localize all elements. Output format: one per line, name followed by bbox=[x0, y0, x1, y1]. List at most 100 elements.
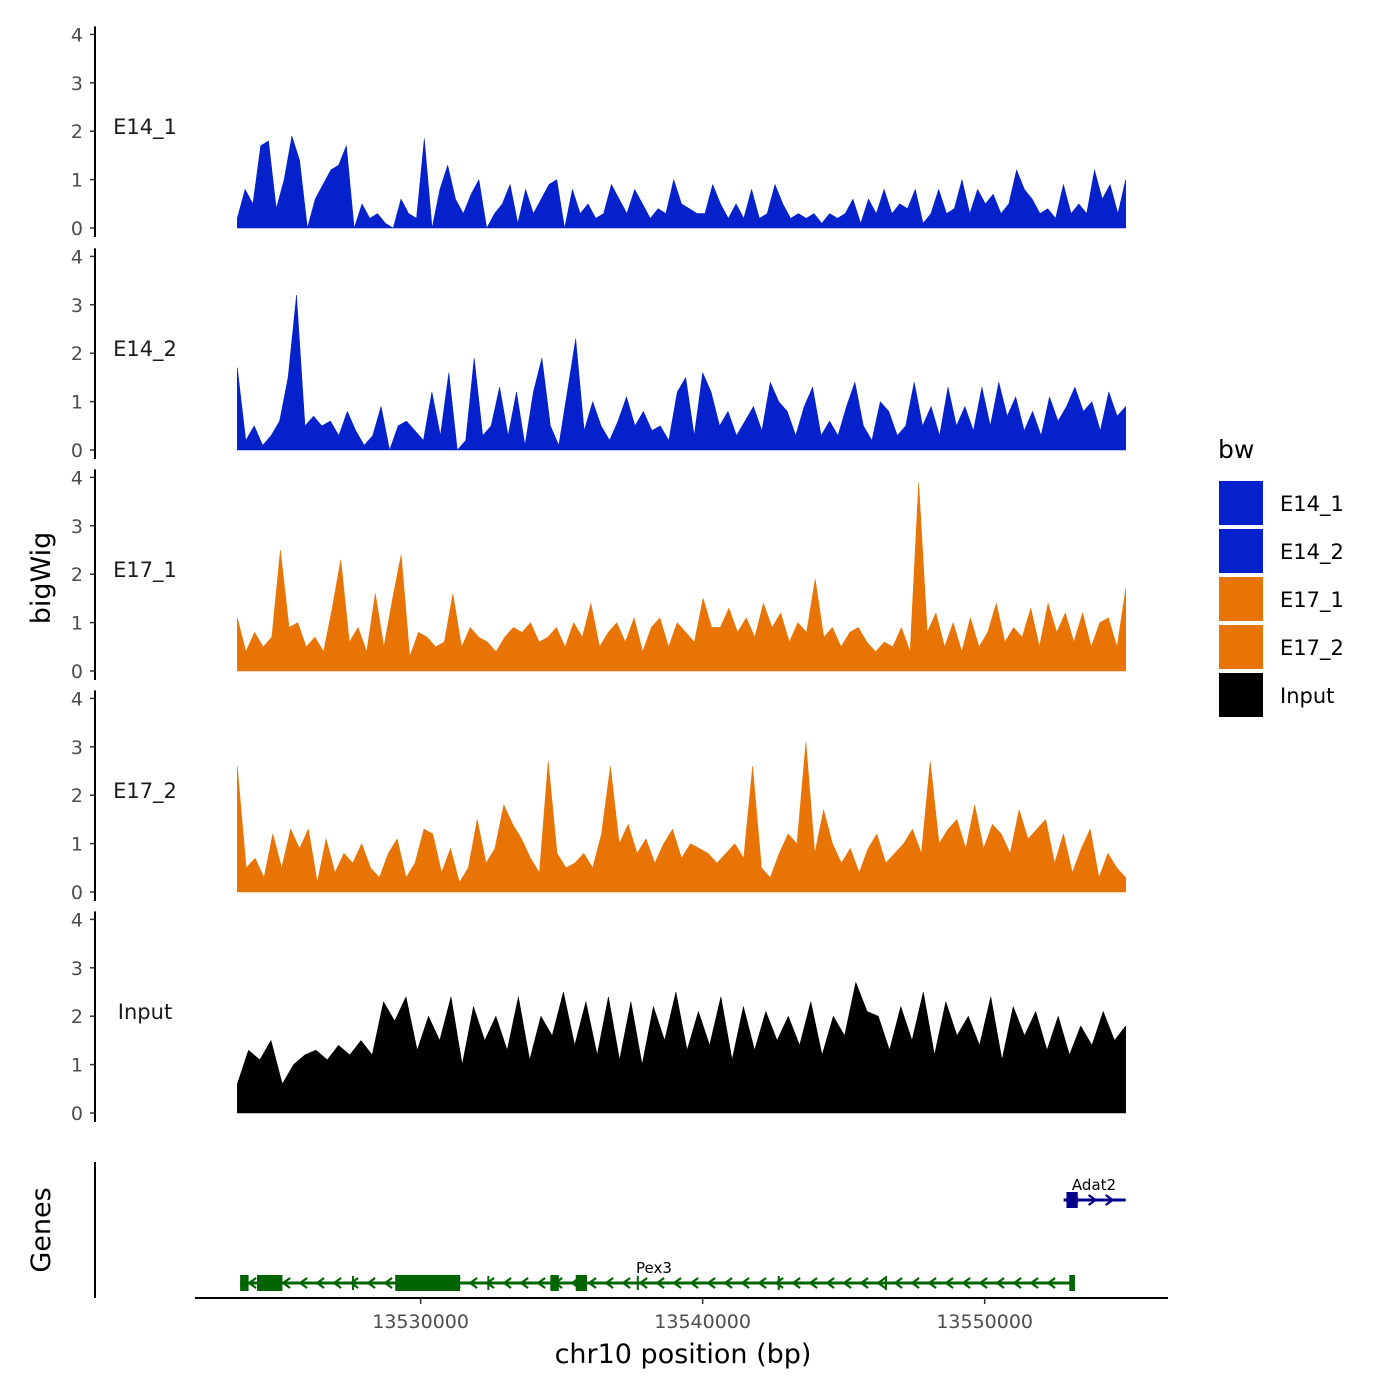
strand-chevron bbox=[842, 1277, 852, 1289]
gene-pex3: Pex3 bbox=[240, 1259, 1075, 1291]
y-tick-label: 2 bbox=[71, 121, 83, 143]
y-tick-label: 0 bbox=[71, 218, 83, 240]
genes-panel: Pex3 Adat2 bbox=[94, 1162, 1126, 1298]
y-tick-label: 3 bbox=[71, 737, 83, 759]
track-e17-2: 0 1 2 3 4 E17_2 bbox=[71, 688, 1126, 904]
legend-label: E17_1 bbox=[1280, 588, 1344, 613]
strand-chevron bbox=[706, 1277, 716, 1289]
strand-chevron bbox=[893, 1277, 903, 1289]
strand-chevron bbox=[944, 1277, 954, 1289]
y-tick-label: 1 bbox=[71, 613, 83, 635]
strand-chevron bbox=[536, 1277, 546, 1289]
y-tick-label: 3 bbox=[71, 958, 83, 980]
y-tick-label: 4 bbox=[71, 24, 83, 46]
signal-area bbox=[237, 135, 1126, 229]
y-tick-label: 0 bbox=[71, 1103, 83, 1125]
gene-adat2: Adat2 bbox=[1063, 1176, 1126, 1208]
legend-label: E17_2 bbox=[1280, 636, 1344, 661]
exon bbox=[1066, 1192, 1078, 1208]
track-label: E14_2 bbox=[113, 337, 177, 362]
y-tick-label: 3 bbox=[71, 516, 83, 538]
strand-chevron bbox=[332, 1277, 342, 1289]
strand-chevron bbox=[1029, 1277, 1039, 1289]
exon bbox=[1069, 1275, 1075, 1291]
y-tick-label: 3 bbox=[71, 73, 83, 95]
strand-chevron bbox=[519, 1277, 529, 1289]
exon bbox=[550, 1275, 559, 1291]
exon bbox=[257, 1275, 283, 1291]
y-axis-title-bigwig: bigWig bbox=[26, 532, 57, 625]
gene-label: Adat2 bbox=[1072, 1176, 1116, 1194]
strand-chevron bbox=[689, 1277, 699, 1289]
x-tick-label: 13540000 bbox=[654, 1311, 751, 1333]
legend-swatch bbox=[1219, 577, 1263, 621]
strand-chevron bbox=[1012, 1277, 1022, 1289]
strand-chevron bbox=[978, 1277, 988, 1289]
strand-chevron bbox=[672, 1277, 682, 1289]
track-e14-1: 0 1 2 3 4 E14_1 bbox=[71, 24, 1126, 240]
y-tick-label: 2 bbox=[71, 564, 83, 586]
legend-label: E14_1 bbox=[1280, 492, 1344, 517]
y-tick-label: 4 bbox=[71, 246, 83, 268]
strand-chevron bbox=[587, 1277, 597, 1289]
strand-chevron bbox=[485, 1277, 495, 1289]
strand-chevron bbox=[927, 1277, 937, 1289]
x-tick-label: 13530000 bbox=[372, 1311, 469, 1333]
strand-chevron bbox=[1046, 1277, 1056, 1289]
track-label: Input bbox=[118, 1000, 172, 1024]
x-tick-label: 13550000 bbox=[936, 1311, 1033, 1333]
strand-chevron bbox=[1105, 1194, 1115, 1206]
legend-swatch bbox=[1219, 673, 1263, 717]
strand-chevron bbox=[281, 1277, 291, 1289]
strand-chevron bbox=[791, 1277, 801, 1289]
x-axis: 13530000 13540000 13550000 bbox=[195, 1297, 1168, 1333]
strand-chevron bbox=[876, 1277, 886, 1289]
strand-chevron bbox=[1088, 1194, 1098, 1206]
strand-chevron bbox=[468, 1277, 478, 1289]
strand-chevron bbox=[621, 1277, 631, 1289]
strand-chevron bbox=[315, 1277, 325, 1289]
legend-title: bw bbox=[1218, 435, 1254, 464]
strand-chevron bbox=[383, 1277, 393, 1289]
strand-chevron bbox=[910, 1277, 920, 1289]
track-label: E17_1 bbox=[113, 558, 177, 583]
strand-chevron bbox=[366, 1277, 376, 1289]
track-label: E17_2 bbox=[113, 779, 177, 804]
track-e17-1: 0 1 2 3 4 E17_1 bbox=[71, 467, 1126, 683]
y-tick-label: 1 bbox=[71, 1055, 83, 1077]
strand-chevron bbox=[298, 1277, 308, 1289]
strand-chevron bbox=[995, 1277, 1005, 1289]
strand-chevron bbox=[757, 1277, 767, 1289]
y-tick-label: 1 bbox=[71, 170, 83, 192]
strand-chevron bbox=[961, 1277, 971, 1289]
y-tick-label: 0 bbox=[71, 882, 83, 904]
exon bbox=[395, 1275, 461, 1291]
signal-area bbox=[237, 741, 1126, 893]
strand-chevron bbox=[604, 1277, 614, 1289]
strand-chevron bbox=[502, 1277, 512, 1289]
y-tick-label: 2 bbox=[71, 1006, 83, 1028]
legend-swatch bbox=[1219, 529, 1263, 573]
strand-chevron bbox=[349, 1277, 359, 1289]
strand-chevron bbox=[638, 1277, 648, 1289]
exon bbox=[240, 1275, 249, 1291]
y-tick-label: 4 bbox=[71, 909, 83, 931]
legend-label: E14_2 bbox=[1280, 540, 1344, 565]
track-e14-2: 0 1 2 3 4 E14_2 bbox=[71, 246, 1126, 462]
y-tick-label: 3 bbox=[71, 295, 83, 317]
strand-chevron bbox=[655, 1277, 665, 1289]
y-tick-label: 1 bbox=[71, 834, 83, 856]
y-tick-label: 4 bbox=[71, 688, 83, 710]
exon bbox=[575, 1275, 588, 1291]
signal-tracks: 0 1 2 3 4 E14_1 0 1 2 3 4 E14_2 0 1 2 3 4 E17_1 0 1 2 3 4 E17_2… bbox=[71, 24, 1126, 1125]
strand-chevron bbox=[825, 1277, 835, 1289]
y-tick-label: 0 bbox=[71, 661, 83, 683]
legend: bw E14_1 E14_2 E17_1 E17_2 Input bbox=[1218, 435, 1344, 717]
strand-chevron bbox=[774, 1277, 784, 1289]
y-tick-label: 1 bbox=[71, 392, 83, 414]
signal-area bbox=[237, 295, 1126, 451]
legend-swatch bbox=[1219, 481, 1263, 525]
y-tick-label: 4 bbox=[71, 467, 83, 489]
strand-chevron bbox=[723, 1277, 733, 1289]
